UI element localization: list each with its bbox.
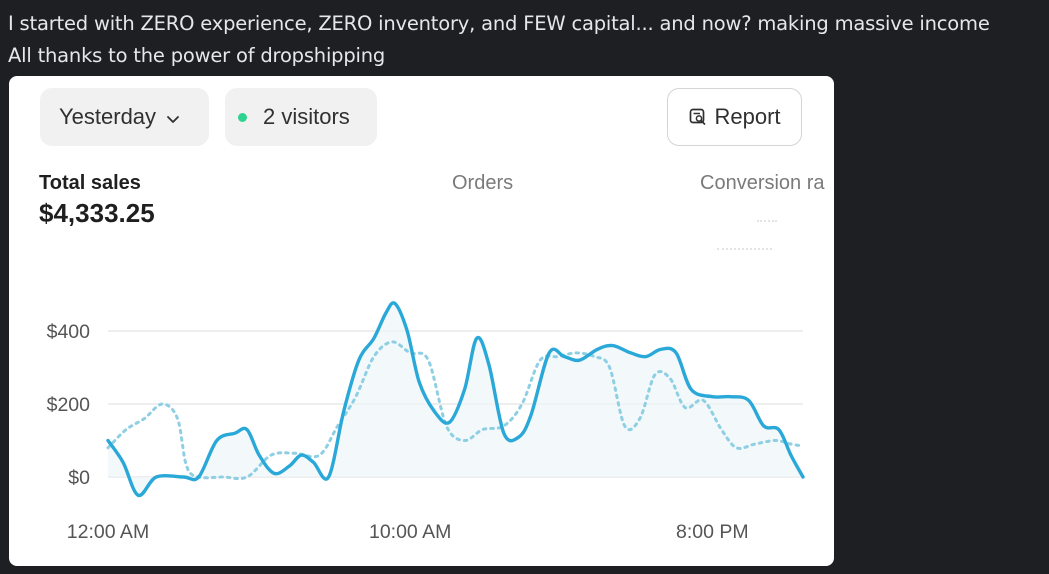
date-filter-dropdown[interactable]: Yesterday bbox=[40, 88, 209, 146]
sales-series-line bbox=[106, 301, 805, 498]
faint-sparkline bbox=[717, 248, 772, 252]
visitors-badge: 2 visitors bbox=[225, 88, 377, 146]
sales-area-fill bbox=[108, 302, 803, 496]
sales-line-chart: $0 $200 $400 12:00 AM 10:00 AM 8:00 PM bbox=[47, 301, 805, 543]
report-button[interactable]: Report bbox=[667, 88, 802, 146]
conversion-rate-tab[interactable]: Conversion ra bbox=[700, 172, 825, 194]
chevron-down-icon bbox=[166, 104, 180, 130]
orders-tab[interactable]: Orders bbox=[452, 172, 514, 194]
report-label: Report bbox=[714, 104, 781, 129]
report-icon bbox=[688, 107, 708, 127]
visitors-label: 2 visitors bbox=[263, 104, 350, 129]
total-sales-value: $4,333.25 bbox=[39, 198, 155, 228]
x-tick-label: 8:00 PM bbox=[676, 521, 749, 543]
message-line-2: All thanks to the power of dropshipping bbox=[8, 44, 386, 67]
y-tick-label: $200 bbox=[47, 394, 91, 416]
message-text: I started with ZERO experience, ZERO inv… bbox=[8, 8, 990, 72]
faint-sparkline bbox=[757, 220, 777, 224]
y-tick-label: $0 bbox=[68, 467, 90, 489]
x-tick-label: 12:00 AM bbox=[67, 521, 149, 543]
x-tick-label: 10:00 AM bbox=[369, 521, 451, 543]
message-line-1: I started with ZERO experience, ZERO inv… bbox=[8, 12, 990, 35]
live-dot-icon bbox=[238, 112, 247, 122]
y-tick-label: $400 bbox=[47, 321, 91, 343]
sales-dashboard-screenshot: Yesterday 2 visitors Report Total sales … bbox=[9, 76, 834, 566]
date-filter-label: Yesterday bbox=[59, 104, 157, 129]
total-sales-label: Total sales bbox=[39, 172, 141, 194]
comparison-series-line bbox=[106, 340, 805, 481]
